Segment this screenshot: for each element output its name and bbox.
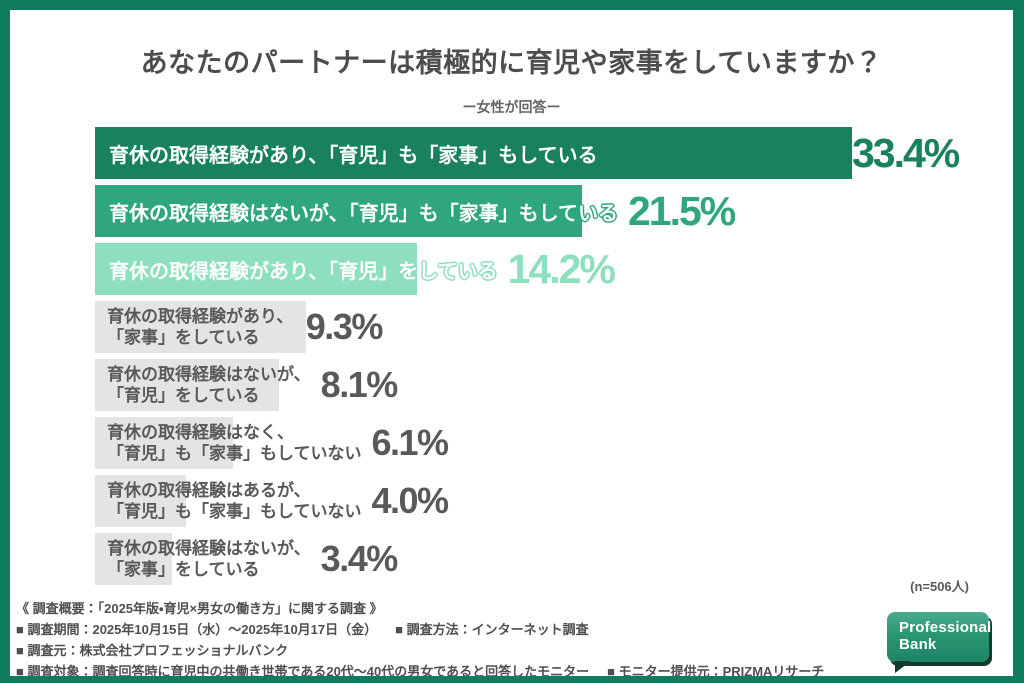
survey-source: ■ 調査元：株式会社プロフェッショナルバンク bbox=[16, 643, 289, 658]
bar-label-line: 育休の取得経験があり、「育児」をしている bbox=[109, 260, 498, 283]
survey-overview-line: ■ 調査期間：2025年10月15日（水）〜2025年10月17日（金） ■ 調査… bbox=[16, 619, 876, 661]
bar-label-line: 育休の取得経験はなく、 bbox=[107, 423, 294, 442]
bar-value: 9.3% bbox=[305, 306, 384, 347]
bar-value: 21.5% bbox=[628, 187, 736, 234]
survey-method: ■ 調査方法：インターネット調査 bbox=[395, 622, 589, 637]
bar bbox=[95, 127, 852, 179]
survey-overview-heading: 《 調査概要：「2025年版・育児×男女の働き方」に関する調査 》 bbox=[16, 601, 383, 616]
bar-row: 育休の取得経験はなく、 「育児」も「家事」もしていない 6.1% bbox=[95, 417, 1000, 469]
bar-label: 育休の取得経験はないが、 「家事」をしている bbox=[107, 538, 311, 580]
page-title: あなたのパートナーは積極的に育児や家事をしていますか？ bbox=[140, 48, 883, 78]
bar-label-line: 育休の取得経験はないが、「育児」も「家事」もしている bbox=[109, 202, 618, 225]
bar-label: 育休の取得経験はなく、 「育児」も「家事」もしていない bbox=[107, 422, 362, 464]
bar-label-line: 育休の取得経験はあるが、 bbox=[107, 481, 311, 500]
bar bbox=[95, 301, 306, 353]
bar-row: 育休の取得経験はないが、「育児」も「家事」もしている 21.5% bbox=[95, 185, 1000, 237]
bar-label-line: 「育児」をしている bbox=[107, 386, 260, 405]
bar-label: 育休の取得経験はないが、 「育児」をしている bbox=[107, 364, 311, 406]
page-subtitle: ー女性が回答ー bbox=[462, 99, 561, 115]
bar-value: 4.0% bbox=[371, 480, 450, 521]
bar-label-line: 育休の取得経験はないが、 bbox=[107, 539, 311, 558]
bar-label: 育休の取得経験があり、「育児」も「家事」もしている bbox=[109, 139, 842, 168]
bar-value: 3.4% bbox=[320, 538, 399, 579]
bar-value: 14.2% bbox=[507, 245, 616, 292]
bar-label: 育休の取得経験があり、 「家事」をしている bbox=[107, 306, 296, 348]
bar-label-line: 「育児」も「家事」もしていない bbox=[107, 502, 362, 521]
survey-monitor-provider: ■ モニター提供元：PRIZMAリサーチ bbox=[607, 664, 825, 679]
bar-label-line: 「家事」をしている bbox=[107, 560, 260, 579]
bar bbox=[95, 533, 173, 585]
bar-row: 育休の取得経験はあるが、 「育児」も「家事」もしていない 4.0% bbox=[95, 475, 1000, 527]
survey-overview-line: ■ 調査対象：調査回答時に育児中の共働き世帯である20代〜40代の男女であると回… bbox=[16, 661, 876, 679]
bar-label-line: 育休の取得経験があり、 bbox=[107, 307, 294, 326]
bar-label: 育休の取得経験はないが、「育児」も「家事」もしている bbox=[109, 197, 618, 226]
survey-period: ■ 調査期間：2025年10月15日（水）〜2025年10月17日（金） bbox=[16, 622, 378, 637]
bar-value: 8.1% bbox=[320, 364, 399, 405]
survey-target: ■ 調査対象：調査回答時に育児中の共働き世帯である20代〜40代の男女であると回… bbox=[16, 664, 590, 679]
bar-row: 育休の取得経験があり、「育児」をしている 14.2% bbox=[95, 243, 1000, 295]
bar-row: 育休の取得経験があり、「育児」も「家事」もしている 33.4% bbox=[95, 127, 1000, 179]
bar-label-line: 育休の取得経験があり、「育児」も「家事」もしている bbox=[109, 144, 598, 167]
professional-bank-logo: Professional Bank bbox=[887, 612, 992, 673]
bar-label-line: 「家事」をしている bbox=[107, 328, 260, 347]
bar bbox=[95, 417, 234, 469]
professional-bank-logo-text: Professional Bank bbox=[887, 612, 992, 653]
bar-row: 育休の取得経験はないが、 「家事」をしている 3.4% bbox=[95, 533, 1000, 585]
bar-label-line: 「育児」も「家事」もしていない bbox=[107, 444, 362, 463]
bar-label: 育休の取得経験はあるが、 「育児」も「家事」もしていない bbox=[107, 480, 362, 522]
bar bbox=[95, 185, 583, 237]
bar bbox=[95, 475, 186, 527]
bar bbox=[95, 359, 279, 411]
bar-value: 33.4% bbox=[852, 129, 960, 176]
logo-line-1: Professional bbox=[899, 619, 992, 636]
bar-row: 育休の取得経験はないが、 「育児」をしている 8.1% bbox=[95, 359, 1000, 411]
bar-row: 育休の取得経験があり、 「家事」をしている 9.3% bbox=[95, 301, 1000, 353]
survey-overview: 《 調査概要：「2025年版・育児×男女の働き方」に関する調査 》 ■ 調査期間… bbox=[16, 598, 876, 679]
bar-label-line: 育休の取得経験はないが、 bbox=[107, 365, 311, 384]
bar bbox=[95, 243, 417, 295]
bar-value: 6.1% bbox=[371, 422, 450, 463]
sample-size-note: (n=506人) bbox=[910, 579, 969, 594]
logo-line-2: Bank bbox=[899, 636, 937, 653]
bar-label: 育休の取得経験があり、「育児」をしている bbox=[109, 255, 498, 284]
